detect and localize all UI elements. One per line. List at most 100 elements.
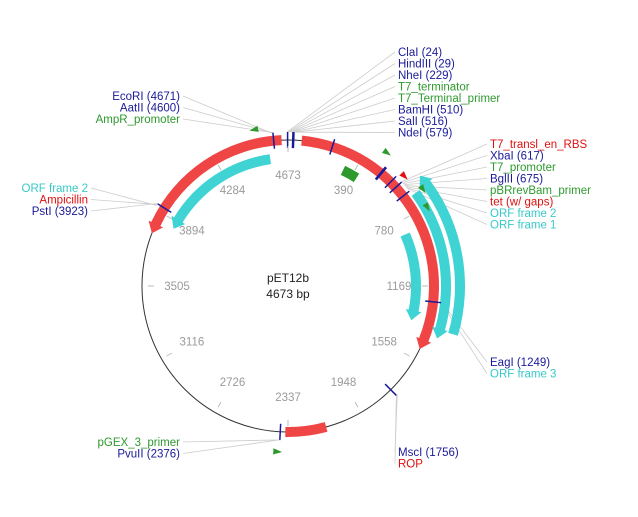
leader-line [294,120,396,133]
site-tick-aatii[interactable] [272,132,276,149]
feature-arc-orf-frame-1[interactable] [411,190,451,339]
leader-line [290,86,396,133]
feature-arc-orf-frame-3[interactable] [400,232,422,321]
leader-line [292,97,396,133]
label-orf-frame-2[interactable]: ORF frame 2 [490,208,556,220]
leader-line [182,107,273,134]
position-tick-line [354,401,359,408]
feature-arc-ampicillin[interactable] [148,135,282,234]
site-tick-eagi[interactable] [425,300,442,304]
site-tick-psti[interactable] [157,203,172,214]
position-tick-line [403,215,410,220]
label-orf-frame-2[interactable]: ORF frame 2 [22,183,88,195]
position-tick-line [403,352,410,357]
site-tick-bglii[interactable] [396,190,410,202]
marker-pgex-3-primer[interactable] [273,448,283,455]
label-sali-516[interactable]: SalI (516) [398,116,448,128]
marker-t7-promoter[interactable] [417,184,426,194]
label-ampicillin[interactable]: Ampicillin [39,195,88,207]
position-tick-line [217,164,222,171]
label-aatii-4600[interactable]: AatII (4600) [120,103,180,115]
position-tick-label: 4284 [220,185,246,197]
feature-arc-orf-frame-2-right[interactable] [419,175,466,336]
leader-line [90,199,158,205]
label-nhei-229[interactable]: NheI (229) [398,70,453,82]
label-bamhi-510[interactable]: BamHI (510) [398,105,463,117]
feature-arc-orf-frame-2-left[interactable] [171,154,272,229]
site-tick-ndei[interactable] [384,175,397,189]
leader-line [182,118,274,134]
position-tick-label: 3894 [179,226,205,238]
site-tick-msci[interactable] [384,383,397,396]
label-t7-promoter[interactable]: T7_promoter [490,162,556,174]
site-tick-nhei[interactable] [329,139,336,155]
leader-line [403,166,488,185]
label-hindiii-29[interactable]: HindIII (29) [398,59,455,71]
label-ecori-4671[interactable]: EcoRI (4671) [112,91,180,103]
leader-line [90,187,157,206]
leader-line [90,202,159,212]
label-orf-frame-1[interactable]: ORF frame 1 [490,220,556,232]
label-t7-terminator[interactable]: T7_terminator [398,82,470,94]
label-pvuii-2376[interactable]: PvuII (2376) [117,449,180,461]
leader-line [182,439,280,454]
site-tick-clai[interactable] [291,132,294,149]
position-tick-line [354,164,359,171]
plasmid-name: pET12b [267,271,309,285]
leader-line [440,302,488,374]
leader-line [404,185,488,191]
feature-labels: ClaI (24)HindIII (29)NheI (229)T7_termin… [22,47,592,471]
leader-line [182,439,282,443]
label-pbrrevbam-primer[interactable]: pBRrevBam_primer [490,185,591,197]
marker-t7-transl-en-rbs[interactable] [399,171,408,180]
label-orf-frame-3[interactable]: ORF frame 3 [490,369,556,381]
leader-line [401,143,488,183]
leader-line [394,395,397,464]
position-tick-label: 3505 [164,281,190,293]
leader-line [288,63,396,133]
leader-line [286,51,396,133]
feature-arc-rop[interactable] [285,422,328,438]
label-clai-24[interactable]: ClaI (24) [398,47,442,59]
position-tick-label: 1558 [371,337,397,349]
label-group-top-left: EcoRI (4671)AatII (4600)AmpR_promoter [96,91,181,126]
restriction-site-ticks [157,131,442,440]
position-tick-line [217,401,222,408]
site-tick-pvuii[interactable] [279,423,282,440]
position-tick-label: 2726 [220,377,246,389]
feature-arc-t7-terminator[interactable] [340,165,360,183]
label-eagi-1249[interactable]: EagI (1249) [490,357,550,369]
label-group-lower-right: EagI (1249)ORF frame 3 [490,357,556,381]
label-tet-w-gaps[interactable]: tet (w/ gaps) [490,197,553,209]
label-ndei-579[interactable]: NdeI (579) [398,128,453,140]
label-bglii-675[interactable]: BglII (675) [490,174,543,186]
label-t7-terminal-primer[interactable]: T7_Terminal_primer [398,93,500,105]
marker-pbrrevbam-primer[interactable] [422,202,430,212]
label-t7-transl-en-rbs[interactable]: T7_transl_en_RBS [490,139,587,151]
site-tick-sali[interactable] [375,167,388,181]
leader-line [403,178,488,186]
feature-arc-tet-w-gaps[interactable] [301,135,439,349]
leader-line [293,109,396,133]
leader-line [289,74,396,133]
leader-line [405,186,488,202]
label-pgex-3-primer[interactable]: pGEX_3_primer [98,437,181,449]
site-tick-bamhi[interactable] [374,166,387,180]
label-msci-1756[interactable]: MscI (1756) [398,447,459,459]
position-tick-label: 1169 [387,281,412,293]
label-psti-3923[interactable]: PstI (3923) [32,206,88,218]
label-rop[interactable]: ROP [398,459,423,471]
marker-ampr-promoter[interactable] [249,125,259,132]
position-tick-line [166,215,173,220]
site-tick-xbai[interactable] [389,181,403,194]
feature-arcs [148,135,466,438]
leader-line [402,155,488,184]
label-ampr-promoter[interactable]: AmpR_promoter [96,114,181,126]
label-xbai-617[interactable]: XbaI (617) [490,151,544,163]
marker-t7-terminal-primer[interactable] [381,147,391,156]
site-tick-hindiii[interactable] [292,132,295,149]
